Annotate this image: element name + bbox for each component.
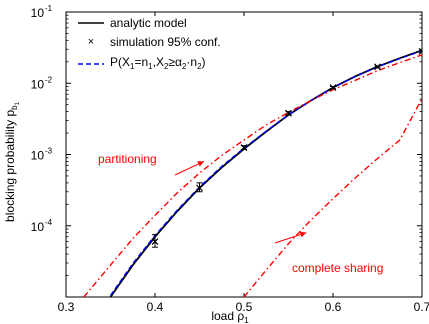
y-axis-label-subscript: b (10, 105, 19, 110)
series-line-2 (83, 54, 422, 297)
y-tick-exponent: -2 (45, 75, 53, 84)
x-tick-label: 0.7 (414, 300, 429, 314)
annotation-label: partitioning (98, 152, 157, 166)
y-tick-exponent: -1 (45, 4, 53, 13)
simulation-point (285, 109, 292, 117)
series-layer (83, 47, 422, 297)
legend-swatch-simulation: × (88, 36, 94, 48)
y-tick-exponent: -3 (45, 147, 53, 156)
legend-label-conditional: P(X1=n1,X2≥α2·n2) (110, 55, 206, 71)
x-tick-label: 0.6 (325, 300, 342, 314)
y-tick-label: 10 (31, 77, 45, 91)
annotation-arrow (174, 160, 205, 176)
y-tick-label: 10 (31, 149, 45, 163)
y-tick-exponent: -4 (45, 218, 53, 227)
legend: analytic model × simulation 95% conf. P(… (78, 16, 221, 71)
legend-label-analytic: analytic model (110, 16, 187, 30)
y-axis-label: blocking probability pb1 (3, 101, 21, 222)
y-axis-ticks: 10-410-310-210-1 (31, 4, 422, 276)
legend-label-simulation: simulation 95% conf. (110, 35, 221, 49)
simulation-point (151, 238, 159, 245)
y-tick-label: 10 (31, 220, 45, 234)
annotation-label: complete sharing (292, 261, 383, 275)
series-line-1 (109, 50, 422, 296)
simulation-point (240, 144, 248, 152)
x-tick-label: 0.4 (147, 300, 164, 314)
x-axis-label: load ρ1 (211, 309, 249, 324)
x-axis-ticks: 0.3 0.4 0.5 0.6 0.7 (58, 12, 429, 314)
simulation-point (329, 84, 337, 91)
simulation-point (418, 47, 422, 55)
annotation-arrow (274, 231, 307, 244)
series-line-3 (243, 98, 422, 297)
x-tick-label: 0.5 (236, 300, 253, 314)
y-axis-label-subsubscript: 1 (15, 101, 21, 105)
y-tick-label: 10 (31, 6, 45, 20)
plot-area (65, 11, 423, 298)
simulation-point (196, 184, 203, 192)
annotation-layer: partitioning complete sharing (98, 152, 383, 275)
x-axis-label-subscript: 1 (244, 316, 249, 324)
x-tick-label: 0.3 (58, 300, 75, 314)
simulation-point (374, 63, 381, 71)
